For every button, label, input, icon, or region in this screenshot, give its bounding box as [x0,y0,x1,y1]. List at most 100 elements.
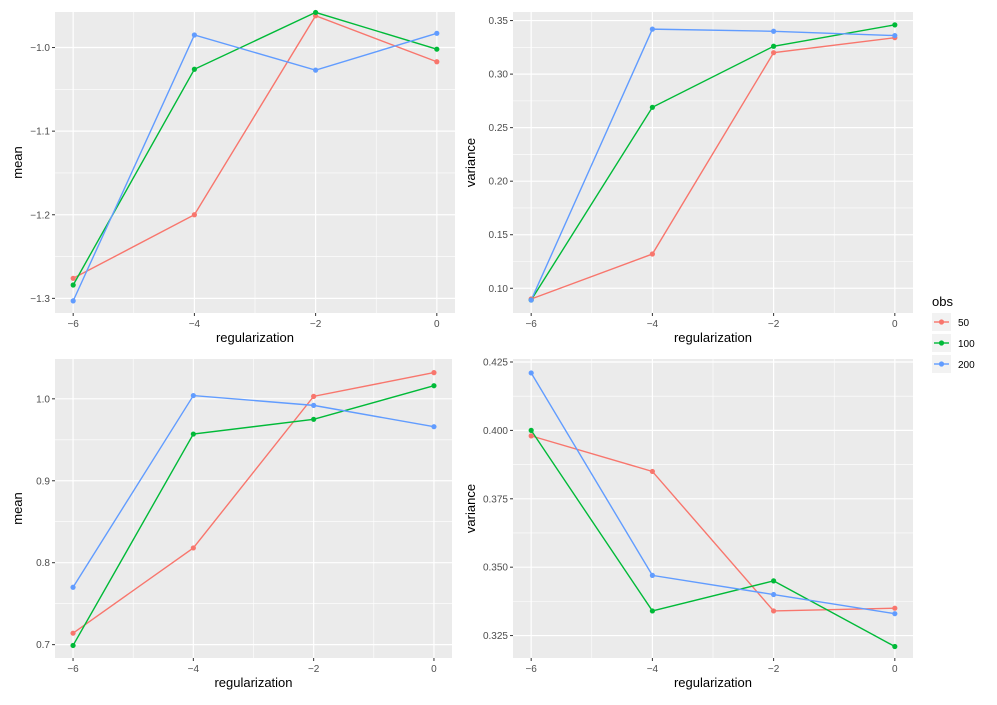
x-tick-label: 0 [431,664,437,675]
y-tick-label: −1.2 [30,210,50,221]
data-point-200 [528,370,534,376]
series-line-50 [72,14,438,279]
y-tick-label: −1.1 [30,127,50,138]
y-tick-label: −1.3 [30,294,50,305]
legend: obs 50 100 200 [932,294,975,373]
data-point-50 [190,545,196,551]
x-axis-title: regularization [674,675,752,690]
y-tick-label: 0.8 [36,558,50,569]
chart-panel-top-right-variance: −6 −4 −2 0 0.10 0.15 0.20 0.25 0.30 0.35 regulariz… [463,12,913,345]
x-tick-label: 0 [892,319,898,330]
y-axis-title: variance [463,484,478,533]
legend-label-50: 50 [958,318,970,329]
data-point-50 [892,605,898,611]
data-point-50 [431,370,437,376]
x-tick-label: −6 [67,319,79,330]
legend-title: obs [932,294,953,309]
y-axis-title: mean [10,492,25,525]
y-tick-label: −1.0 [30,43,50,54]
series-line-50 [530,435,895,612]
y-axis-title: mean [10,146,25,179]
x-tick-label: −2 [310,319,322,330]
series-line-100 [72,11,438,286]
data-point-200 [191,32,197,38]
series-line-100 [530,430,896,648]
legend-label-100: 100 [958,339,975,350]
chart-panel-bottom-left-mean: −6 −4 −2 0 0.7 0.8 0.9 1.0 regularization mean [10,359,452,690]
x-tick-label: −6 [67,664,79,675]
data-point-200 [311,402,317,408]
y-tick-label: 0.30 [489,70,509,81]
x-tick-label: 0 [892,664,898,675]
y-tick-label: 0.425 [483,358,508,369]
x-tick-label: −4 [647,319,659,330]
y-tick-label: 0.9 [36,476,50,487]
series-line-100 [72,385,435,646]
legend-key-point-100 [938,340,945,346]
data-point-200 [70,584,76,590]
data-point-200 [434,30,440,36]
data-point-200 [649,572,655,578]
series-line-100 [530,24,895,301]
x-tick-label: −4 [189,319,201,330]
x-tick-label: −6 [525,319,537,330]
y-tick-label: 0.375 [483,494,508,505]
data-point-200 [771,28,777,34]
data-point-50 [70,275,76,281]
x-tick-label: −2 [308,664,320,675]
series-line-50 [72,371,435,634]
x-tick-label: −2 [768,319,780,330]
legend-key-point-50 [938,319,945,325]
data-point-200 [431,424,437,430]
data-point-200 [313,67,319,73]
data-point-50 [771,608,777,614]
data-point-100 [892,643,898,650]
data-point-100 [434,46,440,52]
y-tick-label: 0.325 [483,631,508,642]
data-point-50 [771,50,777,56]
data-point-200 [190,392,196,399]
legend-key-point-200 [938,361,945,367]
data-point-200 [70,298,76,304]
data-point-200 [649,26,655,32]
data-point-100 [190,431,196,437]
y-axis-title: variance [463,138,478,187]
data-point-100 [528,427,534,433]
data-point-100 [191,66,197,72]
y-tick-label: 0.10 [489,284,509,295]
data-point-50 [434,59,440,65]
x-tick-label: −2 [768,664,780,675]
data-point-100 [431,383,437,389]
chart-panel-top-left-mean: −6 −4 −2 0 −1.3 −1.2 −1.1 −1.0 regularization mea… [10,9,455,345]
data-point-100 [771,578,777,584]
y-tick-label: 0.25 [489,123,509,134]
y-tick-label: 0.15 [489,230,509,241]
x-axis-title: regularization [214,675,292,690]
data-point-100 [649,104,655,110]
x-tick-label: −4 [647,664,659,675]
data-point-50 [649,251,655,257]
y-tick-label: 0.35 [489,16,509,27]
y-tick-label: 0.20 [489,177,509,188]
x-tick-label: 0 [434,319,440,330]
data-point-100 [311,416,317,422]
series-line-200 [72,394,435,588]
data-point-100 [70,282,76,288]
series-line-200 [530,28,895,301]
data-point-50 [528,433,534,439]
y-tick-label: 0.400 [483,426,508,437]
data-point-100 [313,9,319,16]
legend-label-200: 200 [958,360,975,371]
chart-panel-bottom-right-variance: −6 −4 −2 0 0.325 0.350 0.375 0.400 0.425 regulari… [463,358,913,690]
data-point-100 [649,608,655,614]
data-point-50 [311,393,317,399]
data-point-100 [771,43,777,49]
data-point-200 [771,591,777,598]
y-tick-label: 1.0 [36,394,50,405]
data-point-50 [649,468,655,475]
series-line-200 [530,372,895,615]
series-line-50 [530,37,895,300]
data-point-200 [892,32,898,39]
data-point-50 [191,212,197,218]
